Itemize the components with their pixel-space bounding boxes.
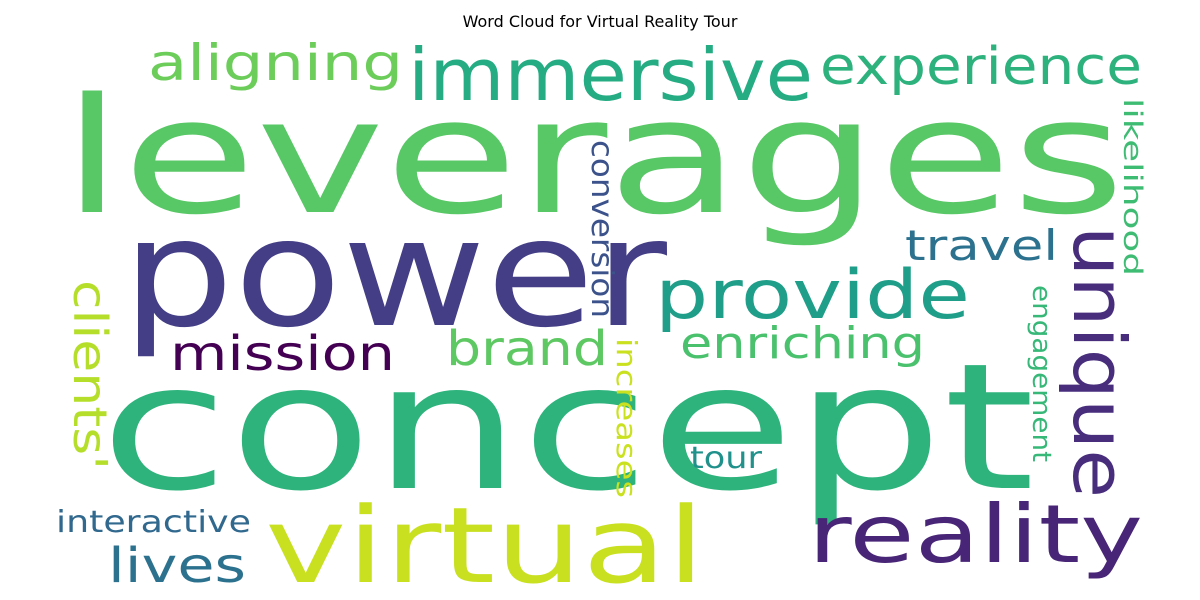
word-interactive: interactive [56,505,251,540]
word-experience: experience [820,37,1142,97]
word-provide: provide [655,256,970,335]
word-clients: clients' [63,280,117,470]
word-brand: brand [446,321,608,377]
word-reality: reality [808,488,1143,581]
chart-title: Word Cloud for Virtual Reality Tour [462,12,738,31]
word-aligning: aligning [148,34,403,92]
word-conversion: conversion [584,140,619,318]
word-increases: increases [610,338,643,498]
word-engagement: engagement [1026,285,1056,462]
word-lives: lives [108,538,246,594]
word-leverages: leverages [62,63,1125,250]
word-tour: tour [690,441,763,476]
word-virtual: virtual [265,485,705,600]
word-enriching: enriching [680,318,925,369]
word-likelihood: likelihood [1117,98,1147,276]
word-mission: mission [170,326,395,382]
word-concept: concept [100,327,1035,530]
word-travel: travel [905,221,1058,270]
word-power: power [122,187,667,361]
word-immersive: immersive [408,33,813,117]
word-unique: unique [1057,226,1141,498]
